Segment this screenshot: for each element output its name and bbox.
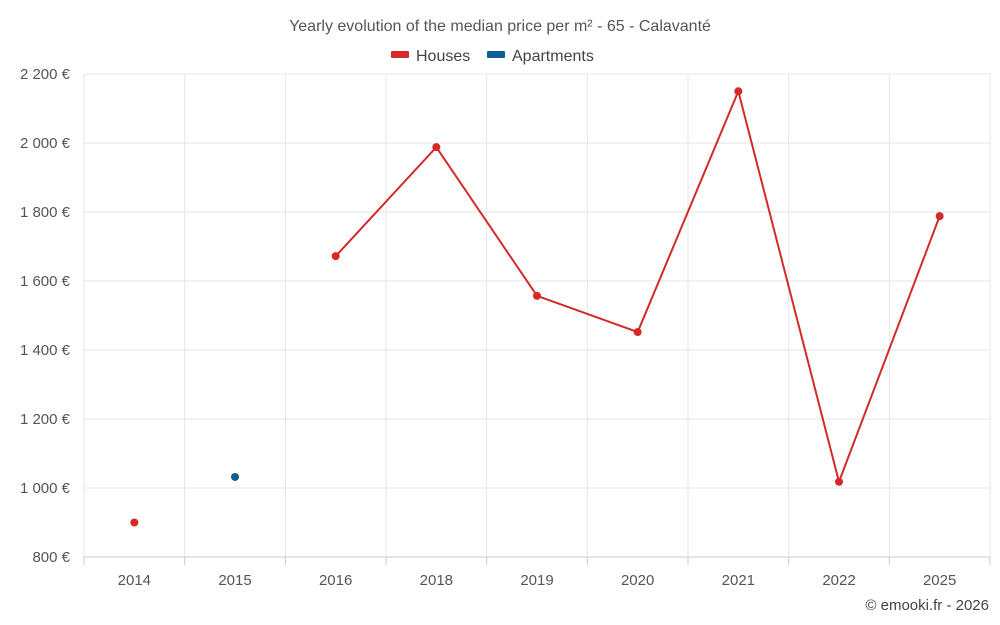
legend-label-houses[interactable]: Houses: [416, 48, 470, 65]
y-tick-label: 1 000 €: [20, 480, 71, 497]
y-tick-label: 1 400 €: [20, 342, 71, 359]
grid: [83, 73, 991, 558]
x-tick-label: 2020: [621, 572, 654, 589]
data-point-houses-2014[interactable]: [130, 518, 139, 527]
legend-label-apartments[interactable]: Apartments: [512, 48, 594, 65]
x-tick-label: 2019: [520, 572, 553, 589]
data-point-houses-2016[interactable]: [331, 252, 340, 261]
y-tick-label: 2 200 €: [20, 66, 71, 83]
x-tick-label: 2022: [822, 572, 855, 589]
x-tick-label: 2014: [118, 572, 151, 589]
y-tick-label: 800 €: [32, 549, 70, 566]
data-point-houses-2022[interactable]: [835, 477, 843, 486]
data-point-houses-2019[interactable]: [533, 291, 541, 300]
x-tick-label: 2021: [722, 572, 755, 589]
y-tick-label: 1 800 €: [20, 204, 71, 221]
x-tick-label: 2025: [923, 572, 956, 589]
legend-swatch-apartments[interactable]: [487, 51, 505, 58]
data-point-houses-2025[interactable]: [935, 212, 944, 221]
series-line-houses: [334, 90, 941, 483]
x-tick-label: 2016: [319, 572, 352, 589]
x-tick-label: 2018: [420, 572, 453, 589]
legend-swatch-houses[interactable]: [391, 51, 409, 58]
data-point-apartments-2015[interactable]: [231, 472, 239, 481]
y-axis-ticks: 800 € 1 000 € 1 200 € 1 400 € 1 600 € 1 800 €…: [20, 66, 71, 566]
data-point-houses-2018[interactable]: [432, 143, 441, 152]
y-tick-label: 1 600 €: [20, 273, 71, 290]
legend: Houses Apartments: [391, 48, 594, 65]
chart-title: Yearly evolution of the median price per…: [289, 18, 711, 35]
y-tick-label: 2 000 €: [20, 135, 71, 152]
x-axis-ticks: 2014 2015 2016 2018 2019 2020 2021 2022 2025: [83, 557, 991, 589]
x-tick-label: 2015: [218, 572, 251, 589]
series: [130, 87, 944, 527]
data-point-houses-2020[interactable]: [633, 328, 642, 337]
credit-text: © emooki.fr - 2026: [865, 597, 989, 614]
y-tick-label: 1 200 €: [20, 411, 71, 428]
data-point-houses-2021[interactable]: [734, 87, 743, 96]
